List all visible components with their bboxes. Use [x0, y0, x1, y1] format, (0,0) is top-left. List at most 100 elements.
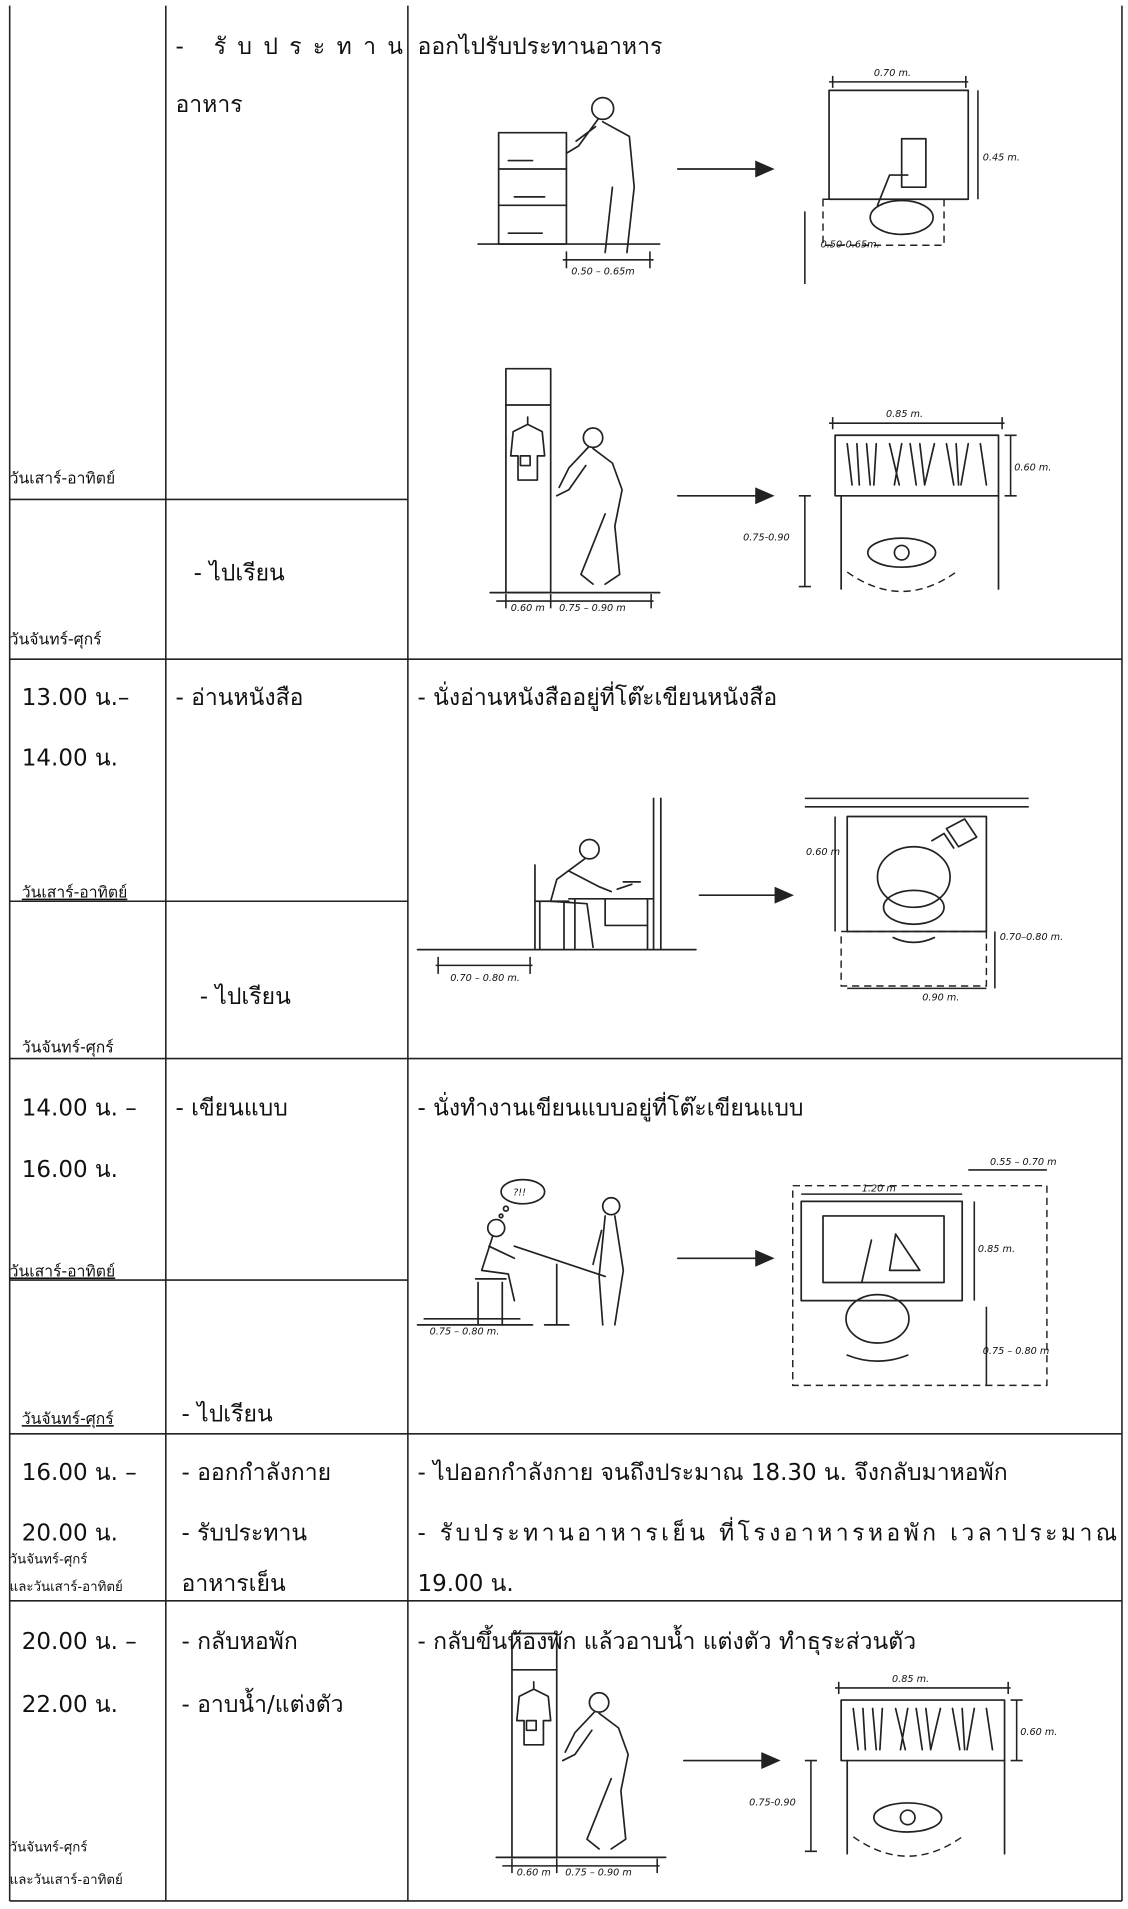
- sketch-drafting: [416, 1169, 1048, 1387]
- sketch-path: [513, 1245, 606, 1326]
- description: 19.00 น.: [418, 1571, 514, 1597]
- time: 14.00 น.: [22, 746, 118, 772]
- activity: อาหาร: [175, 92, 242, 118]
- sketch-circle: [486, 1218, 506, 1238]
- sketch-path: [831, 75, 967, 88]
- figure-label: 1.20 m: [862, 1184, 896, 1195]
- activity: อาหารเย็น: [182, 1568, 286, 1597]
- sketch-reading: [416, 797, 1029, 990]
- figure-label: 0.75 – 0.90 m: [565, 1868, 632, 1879]
- time: 13.00 น.–: [22, 685, 130, 711]
- sketch-rect: [822, 1215, 945, 1284]
- figure-label: 0.50-0.65m.: [821, 240, 880, 251]
- sketch-rect: [846, 815, 988, 933]
- sketch-path: [931, 818, 978, 849]
- description: - นั่งทำงานเขียนแบบอยู่ที่โต๊ะเขียนแบบ: [418, 1091, 804, 1121]
- figure-label: 0.55 – 0.70 m: [990, 1157, 1057, 1168]
- sketch-path: [804, 797, 1029, 808]
- sketch-rect: [822, 198, 945, 246]
- activity: - ไปเรียน: [194, 560, 285, 587]
- text-layer: - รับประทาน อาหาร - ไปเรียน ออกไปรับประท…: [10, 33, 1117, 1888]
- sketch-ellipse: [869, 199, 934, 236]
- description: - รับประทานอาหารเย็น ที่โรงอาหารหอพัก เว…: [418, 1516, 1118, 1546]
- sketch-circle: [578, 838, 600, 860]
- sketch-path: [549, 858, 642, 949]
- sketch-use: [489, 367, 1018, 610]
- day-label: วันจันทร์-ศุกร์: [10, 1551, 88, 1567]
- sketch-ellipse: [876, 845, 951, 909]
- sketch-path: [892, 936, 936, 944]
- day-label: วันจันทร์-ศุกร์: [10, 1839, 88, 1855]
- description: - นั่งอ่านหนังสืออยู่ที่โต๊ะเขียนหนังสือ: [418, 681, 778, 711]
- sketch-rect: [800, 1200, 964, 1302]
- figure-label: 0.60 m.: [1014, 462, 1051, 473]
- day-label: วันเสาร์-อาทิตย์: [22, 883, 128, 902]
- activity: - กลับหอพัก: [182, 1629, 298, 1655]
- sketch-rect: [900, 137, 927, 189]
- day-label: วันเสาร์-อาทิตย์: [10, 1261, 116, 1280]
- activity: - ออกกำลังกาย: [182, 1460, 332, 1486]
- figure-label: 0.75 – 0.80 m: [983, 1346, 1050, 1357]
- sketch-circle: [601, 1196, 621, 1216]
- sketch-rect: [840, 930, 988, 987]
- sketch-use: [495, 1632, 1024, 1874]
- figure-label: 0.70 m.: [874, 68, 911, 79]
- sketch-polygon: [755, 1249, 775, 1267]
- figure-label: 0.85 m.: [886, 409, 923, 420]
- figure-label: 0.85 m.: [978, 1244, 1015, 1255]
- activity: - รับประทาน: [182, 1520, 308, 1546]
- table-rules: [8, 5, 1123, 1902]
- figure-label: 0.60 m.: [1020, 1727, 1057, 1738]
- sketch-path: [497, 159, 568, 235]
- day-label: วันเสาร์-อาทิตย์: [10, 469, 116, 488]
- sketch-ellipse: [845, 1293, 910, 1344]
- description: - กลับขึ้นห้องพัก แล้วอาบน้ำ แต่งตัว ทำธ…: [418, 1625, 917, 1655]
- sketch-path: [565, 118, 636, 254]
- activity: - อาบน้ำ/แต่งตัว: [182, 1688, 344, 1718]
- sketch-rect: [828, 89, 970, 201]
- time: 14.00 น. –: [22, 1095, 137, 1121]
- figure-label: 0.75-0.90: [749, 1797, 796, 1808]
- sketch-path: [437, 956, 531, 974]
- figure-label: 0.75 – 0.90 m: [559, 603, 626, 614]
- sketch-polygon: [755, 160, 775, 178]
- activity: - รับประทาน: [175, 34, 403, 60]
- day-label: วันจันทร์-ศุกร์: [22, 1038, 114, 1058]
- activity: - เขียนแบบ: [175, 1095, 287, 1121]
- sketch-path: [567, 897, 655, 951]
- time: 20.00 น.: [22, 1520, 118, 1546]
- figure-label: 0.70 – 0.80 m.: [450, 973, 520, 984]
- time: 16.00 น.: [22, 1157, 118, 1183]
- figure-label: 0.75-0.90: [743, 533, 790, 544]
- day-label: และวันเสาร์-อาทิตย์: [10, 1872, 123, 1888]
- figure-label: 0.85 m.: [892, 1674, 929, 1685]
- figure-label: 0.60 m: [517, 1868, 551, 1879]
- sketch-wardrobe: [489, 367, 1018, 610]
- time: 20.00 น. –: [22, 1629, 137, 1655]
- figure-label: 0.70–0.80 m.: [1000, 932, 1063, 943]
- sketch-rect: [792, 1184, 1048, 1387]
- figure-label: 0.45 m.: [983, 153, 1020, 164]
- figure-label: ?!!: [513, 1187, 526, 1198]
- figure-label: 0.60 m: [806, 847, 840, 858]
- sketch-path: [846, 1354, 909, 1363]
- sketch-path: [860, 1233, 921, 1284]
- sketch-path: [876, 174, 909, 207]
- sketch-circle: [502, 1205, 510, 1212]
- sketch-path: [474, 1235, 516, 1326]
- sketch-rect: [497, 131, 568, 245]
- sketch-wardrobe: [495, 1632, 1024, 1874]
- time: 22.00 น.: [22, 1692, 118, 1718]
- description: - ไปออกกำลังกาย จนถึงประมาณ 18.30 น. จึง…: [418, 1459, 1008, 1486]
- sketch-circle: [498, 1213, 504, 1219]
- activity: - ไปเรียน: [200, 983, 291, 1010]
- figure-label: 0.60 m: [511, 603, 545, 614]
- figure-label: 0.90 m.: [922, 992, 959, 1003]
- sketch-ellipse: [500, 1178, 546, 1205]
- sketch-path: [565, 251, 651, 269]
- sketch-serving-food: [477, 75, 979, 284]
- activity: - อ่านหนังสือ: [175, 685, 303, 711]
- figure-label: 0.75 – 0.80 m.: [430, 1327, 500, 1338]
